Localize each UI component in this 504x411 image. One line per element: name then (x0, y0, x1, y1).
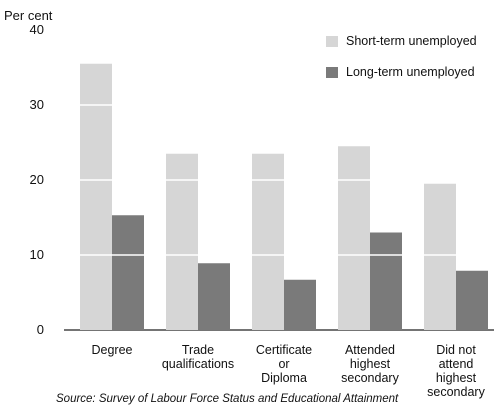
y-tick-label: 10 (29, 247, 44, 262)
bar-short-term (166, 153, 198, 330)
legend-label-short-term: Short-term unemployed (346, 34, 477, 48)
x-tick-label: Trade qualifications (161, 343, 235, 371)
chart-source-note: Source: Survey of Labour Force Status an… (56, 393, 399, 405)
y-axis-label: Per cent (4, 8, 53, 23)
y-tick-label: 40 (29, 22, 44, 37)
y-tick-label: 20 (29, 172, 44, 187)
legend-swatch-long-term (326, 67, 338, 78)
bar-long-term (198, 263, 230, 330)
y-tick-label: 0 (36, 322, 44, 337)
bar-short-term (252, 153, 284, 330)
x-tick-label: Did not attend highest secondary (427, 343, 485, 399)
x-tick-label: Certificate or Diploma (255, 343, 313, 385)
x-tick-label: Degree (91, 343, 133, 357)
bar-long-term (112, 215, 144, 330)
legend-label-long-term: Long-term unemployed (346, 65, 475, 79)
bar-short-term (338, 146, 370, 330)
bar-long-term (456, 270, 488, 330)
bar-long-term (370, 232, 402, 330)
bar-short-term (424, 183, 456, 330)
x-tick-label: Attended highest secondary (341, 343, 399, 385)
bar-long-term (284, 279, 316, 330)
legend-swatch-short-term (326, 36, 338, 47)
y-tick-label: 30 (29, 97, 44, 112)
bar-short-term (80, 63, 112, 330)
